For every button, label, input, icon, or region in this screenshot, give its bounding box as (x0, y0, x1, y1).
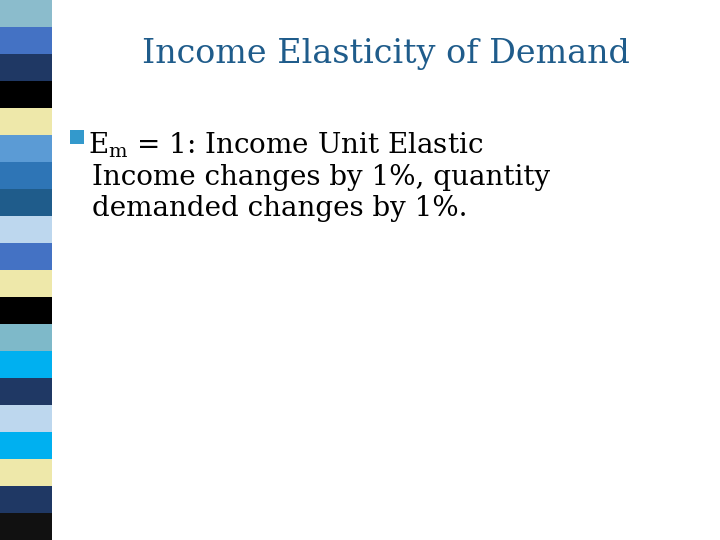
Bar (0, 351, 52, 378)
Bar (0, 189, 52, 216)
Bar (0, 162, 52, 189)
Bar (0, 432, 52, 459)
Text: $\mathregular{E_m}$ = 1: Income Unit Elastic: $\mathregular{E_m}$ = 1: Income Unit Ela… (88, 131, 483, 160)
Bar (0, 27, 52, 54)
Bar (0, 459, 52, 486)
Bar (0, 0, 52, 27)
Bar (0, 405, 52, 432)
Bar (0, 243, 52, 270)
Text: demanded changes by 1%.: demanded changes by 1%. (92, 195, 467, 222)
Text: Income Elasticity of Demand: Income Elasticity of Demand (142, 38, 630, 70)
Bar (0, 378, 52, 405)
Bar (0, 216, 52, 243)
Bar (0, 324, 52, 351)
Bar (70, 130, 84, 144)
Bar (0, 108, 52, 135)
Bar (0, 486, 52, 513)
Bar (0, 513, 52, 540)
Bar (0, 270, 52, 297)
Text: Income changes by 1%, quantity: Income changes by 1%, quantity (92, 164, 550, 191)
Bar (0, 135, 52, 162)
Bar (0, 54, 52, 81)
Bar (0, 81, 52, 108)
Bar (0, 297, 52, 324)
